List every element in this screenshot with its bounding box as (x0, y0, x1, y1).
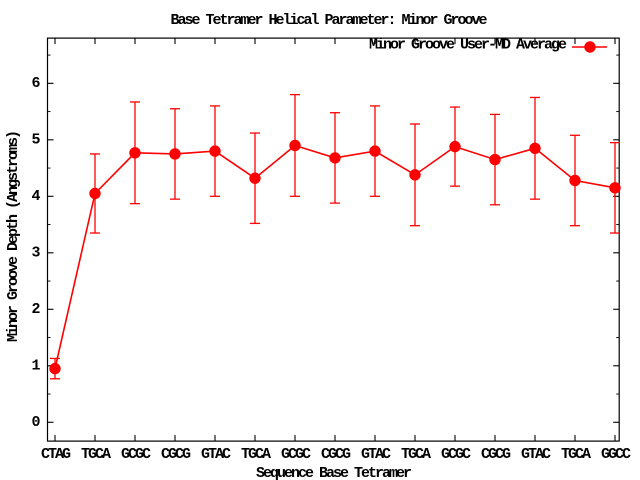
svg-text:Minor Groove User-MD Average: Minor Groove User-MD Average (369, 37, 567, 54)
svg-text:GCGC: GCGC (281, 446, 311, 463)
svg-text:TGCA: TGCA (81, 446, 111, 463)
svg-text:GGCC: GGCC (601, 446, 631, 463)
svg-text:TGCA: TGCA (241, 446, 271, 463)
svg-text:GTAC: GTAC (521, 446, 551, 463)
svg-text:TGCA: TGCA (561, 446, 591, 463)
svg-text:CGCG: CGCG (481, 446, 511, 463)
svg-text:Sequence Base Tetramer: Sequence Base Tetramer (256, 465, 411, 480)
svg-text:CGCG: CGCG (161, 446, 191, 463)
svg-text:GCGC: GCGC (441, 446, 471, 463)
svg-text:CGCG: CGCG (321, 446, 351, 463)
svg-text:GCGC: GCGC (121, 446, 151, 463)
svg-text:Base Tetramer Helical Paramete: Base Tetramer Helical Parameter: Minor G… (170, 12, 487, 29)
svg-text:CTAG: CTAG (41, 446, 71, 463)
svg-text:GTAC: GTAC (361, 446, 391, 463)
svg-text:GTAC: GTAC (201, 446, 231, 463)
svg-text:Minor Groove Depth (Angstroms): Minor Groove Depth (Angstroms) (5, 132, 22, 342)
svg-text:TGCA: TGCA (401, 446, 431, 463)
